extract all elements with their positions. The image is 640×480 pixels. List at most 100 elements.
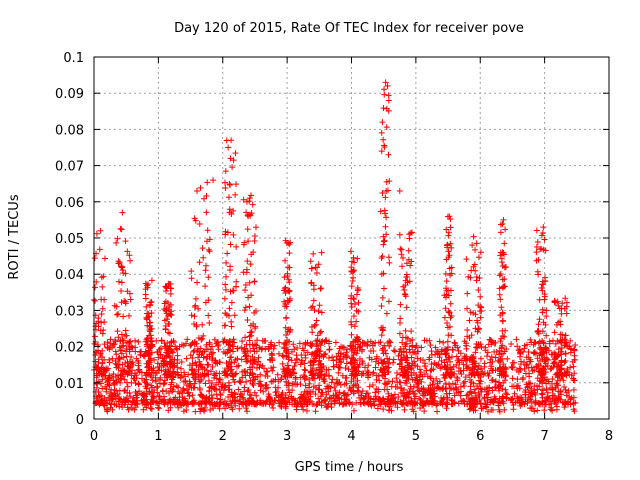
data-point	[127, 338, 134, 345]
data-point	[322, 385, 329, 392]
data-point	[287, 239, 294, 246]
data-point	[281, 298, 288, 305]
data-point	[265, 391, 272, 398]
data-point	[444, 346, 451, 353]
data-point	[549, 407, 556, 414]
data-point	[240, 196, 247, 203]
data-point	[397, 346, 404, 353]
data-point	[204, 179, 211, 186]
data-point	[533, 249, 540, 256]
data-point	[297, 361, 304, 368]
data-point	[167, 290, 174, 297]
data-point	[472, 349, 479, 356]
data-point	[286, 264, 293, 271]
data-point	[444, 242, 451, 249]
data-point	[96, 246, 103, 253]
data-point	[451, 339, 458, 346]
data-point	[399, 372, 406, 379]
data-point	[200, 195, 207, 202]
data-point	[243, 405, 250, 412]
data-point	[500, 361, 507, 368]
data-point	[144, 364, 151, 371]
data-point	[306, 376, 313, 383]
data-point	[529, 367, 536, 374]
axis-ticks: 0 1 2 3 4 5 6 7 8 0 0.01 0.02 0.03 0.04 0.05 0.06 0.07 0.…	[55, 51, 613, 444]
data-point	[213, 340, 220, 347]
data-point	[222, 281, 229, 288]
data-point	[511, 359, 518, 366]
data-point	[206, 384, 213, 391]
data-point	[355, 299, 362, 306]
data-point	[439, 385, 446, 392]
data-point	[189, 392, 196, 399]
data-point	[168, 312, 175, 319]
data-point	[538, 367, 545, 374]
data-point	[540, 281, 547, 288]
data-point	[397, 301, 404, 308]
data-point	[565, 399, 572, 406]
data-point	[526, 373, 533, 380]
data-point	[543, 307, 550, 314]
data-point	[120, 270, 127, 277]
data-point	[539, 377, 546, 384]
data-point	[118, 347, 125, 354]
data-point	[111, 386, 118, 393]
data-point	[349, 347, 356, 354]
data-point	[406, 346, 413, 353]
data-point	[447, 240, 454, 247]
data-point	[430, 366, 437, 373]
data-point	[205, 274, 212, 281]
data-point	[406, 278, 413, 285]
data-point	[473, 277, 480, 284]
data-point	[369, 370, 376, 377]
data-point	[181, 369, 188, 376]
data-point	[281, 287, 288, 294]
data-point	[534, 239, 541, 246]
data-point	[472, 389, 479, 396]
data-point	[364, 368, 371, 375]
data-point	[417, 396, 424, 403]
data-point	[98, 319, 105, 326]
data-point	[207, 406, 214, 413]
data-point	[275, 394, 282, 401]
data-point	[250, 381, 257, 388]
data-point	[206, 353, 213, 360]
data-point	[417, 369, 424, 376]
data-point	[174, 400, 181, 407]
data-point	[481, 386, 488, 393]
data-point	[497, 338, 504, 345]
data-point	[420, 402, 427, 409]
data-point	[555, 302, 562, 309]
data-point	[499, 342, 506, 349]
data-point	[472, 246, 479, 253]
data-point	[246, 337, 253, 344]
data-point	[222, 350, 229, 357]
data-point	[533, 227, 540, 234]
data-point	[123, 394, 130, 401]
data-point	[148, 277, 155, 284]
data-point	[562, 386, 569, 393]
data-point	[215, 379, 222, 386]
data-point	[402, 394, 409, 401]
data-point	[410, 401, 417, 408]
data-point	[230, 372, 237, 379]
data-point	[290, 341, 297, 348]
data-point	[563, 389, 570, 396]
data-point	[498, 304, 505, 311]
data-point	[445, 248, 452, 255]
data-point	[134, 401, 141, 408]
data-point	[310, 383, 317, 390]
data-point	[92, 284, 99, 291]
data-point	[391, 391, 398, 398]
data-point	[207, 368, 214, 375]
data-point	[223, 401, 230, 408]
data-point	[311, 351, 318, 358]
data-point	[99, 360, 106, 367]
data-point	[221, 384, 228, 391]
data-point	[199, 245, 206, 252]
data-point	[348, 264, 355, 271]
data-point	[378, 129, 385, 136]
data-point	[286, 288, 293, 295]
data-point	[339, 372, 346, 379]
data-point	[308, 304, 315, 311]
